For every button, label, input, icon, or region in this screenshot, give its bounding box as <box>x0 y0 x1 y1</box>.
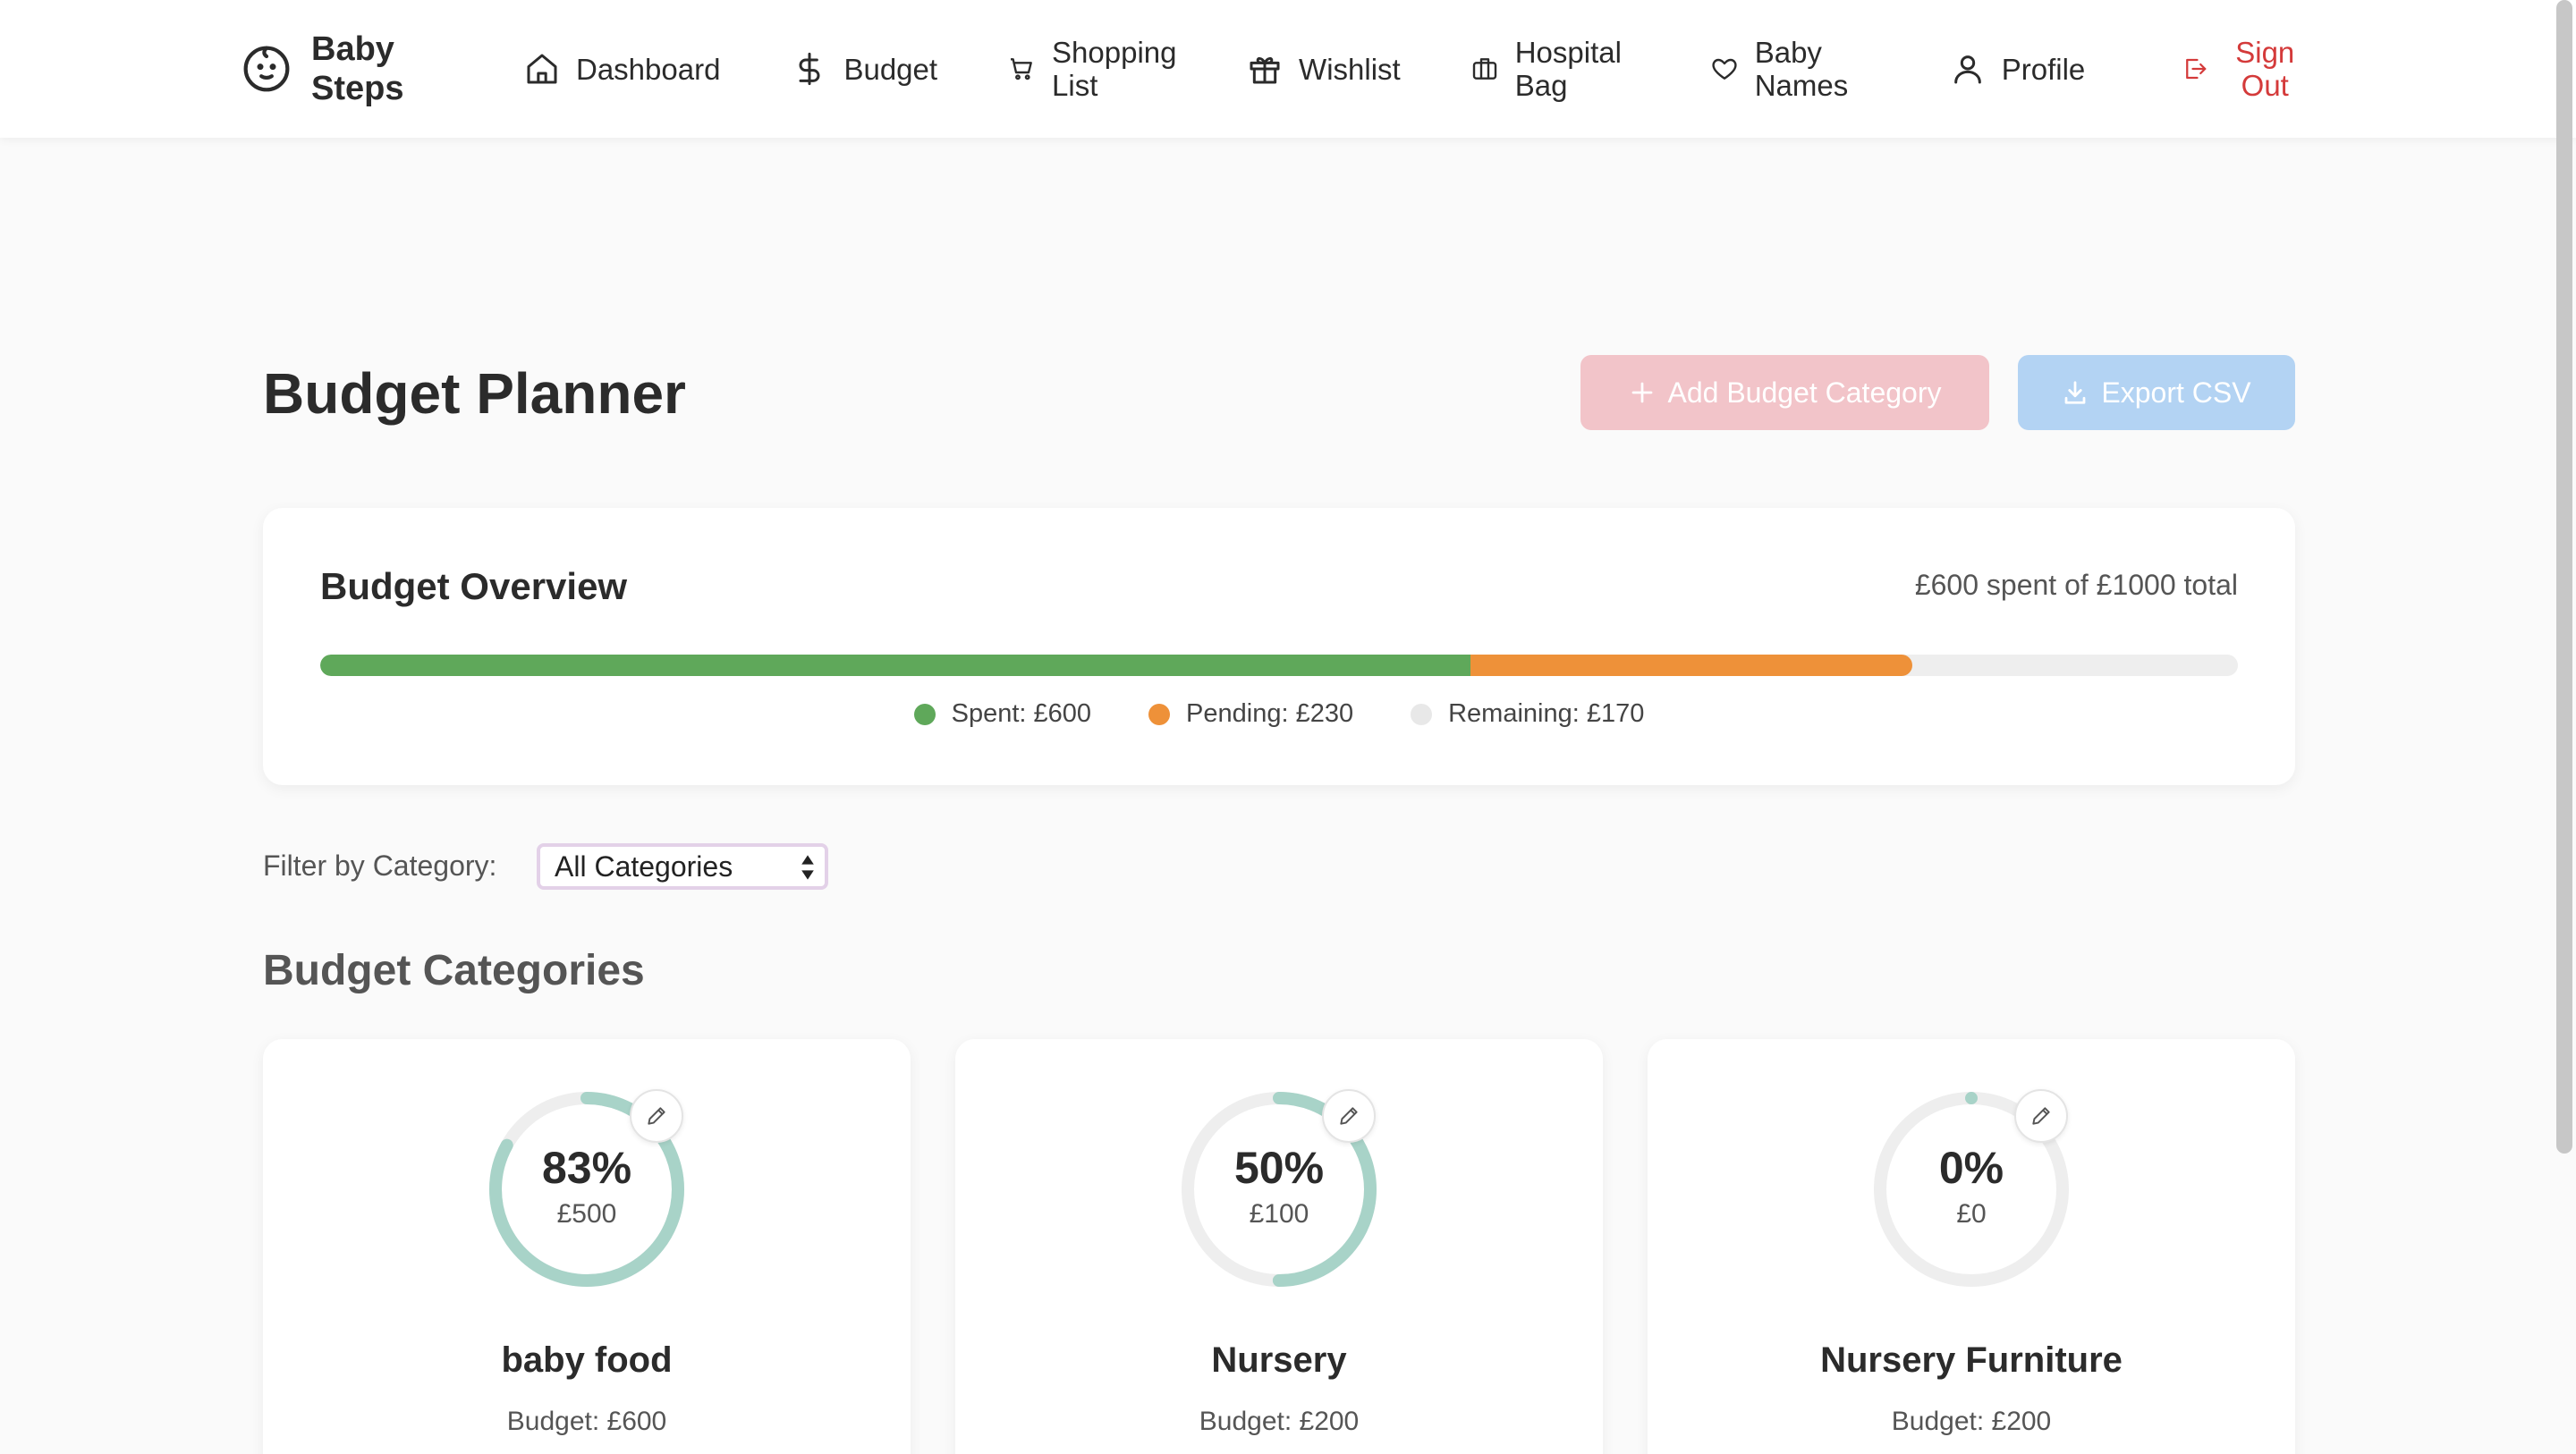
download-icon <box>2065 381 2086 404</box>
navbar-inner: Baby Steps Dashboard Budget Shopping Lis… <box>242 0 2299 138</box>
nav-dashboard[interactable]: Dashboard <box>524 51 720 87</box>
category-progress-ring: 83% £500 <box>487 1089 687 1289</box>
brand[interactable]: Baby Steps <box>242 30 428 108</box>
category-budget: Budget: £200 <box>1199 1407 1360 1436</box>
logout-icon <box>2186 58 2207 80</box>
pencil-icon <box>2032 1107 2050 1125</box>
budget-overview-title: Budget Overview <box>320 565 628 607</box>
progress-ring-svg <box>1182 1092 1377 1287</box>
category-spent-amount: £100 <box>1249 1199 1309 1229</box>
category-card: 83% £500 baby food Budget: £600 <box>263 1039 911 1454</box>
nav-baby-names-label: Baby Names <box>1754 36 1849 102</box>
category-name: Nursery <box>1211 1340 1347 1380</box>
legend-pending-label: Pending: £230 <box>1186 699 1354 728</box>
heart-icon <box>1712 58 1737 80</box>
category-spent-amount: £0 <box>1956 1199 1987 1229</box>
page-title: Budget Planner <box>263 361 686 426</box>
category-progress-ring: 0% £0 <box>1871 1089 2072 1289</box>
export-csv-button[interactable]: Export CSV <box>2018 355 2295 430</box>
budget-progress-bar <box>320 655 2238 676</box>
category-progress-ring: 50% £100 <box>1179 1089 1379 1289</box>
progress-ring-svg <box>1874 1092 2069 1287</box>
budget-categories-title: Budget Categories <box>263 947 645 994</box>
legend-remaining-dot <box>1411 703 1433 725</box>
budget-overview-summary: £600 spent of £1000 total <box>1914 569 2238 601</box>
category-card: 0% £0 Nursery Furniture Budget: £200 <box>1648 1039 2295 1454</box>
nav-budget-label: Budget <box>843 52 938 86</box>
nav-profile[interactable]: Profile <box>1950 51 2086 87</box>
category-filter-value: All Categories <box>555 850 733 883</box>
pencil-icon <box>648 1107 665 1125</box>
nav-shopping-list[interactable]: Shopping List <box>1007 36 1195 102</box>
page-scrollbar[interactable] <box>2556 0 2572 1154</box>
category-percent: 50% <box>1233 1143 1325 1193</box>
nav-budget[interactable]: Budget <box>792 51 937 87</box>
cart-icon <box>1011 58 1032 80</box>
edit-category-button[interactable] <box>2014 1089 2068 1143</box>
legend-pending-dot <box>1148 703 1171 725</box>
legend-spent-dot <box>913 703 936 725</box>
category-percent: 83% <box>541 1143 632 1193</box>
edit-category-button[interactable] <box>630 1089 683 1143</box>
nav-hospital-bag-label: Hospital Bag <box>1514 36 1622 102</box>
category-card: 50% £100 Nursery Budget: £200 <box>955 1039 1603 1454</box>
add-budget-category-label: Add Budget Category <box>1667 376 1942 409</box>
category-name: Nursery Furniture <box>1820 1340 2123 1380</box>
briefcase-icon <box>1472 58 1496 80</box>
nav-wishlist-label: Wishlist <box>1299 52 1401 86</box>
brand-name: Baby Steps <box>311 30 404 107</box>
plus-icon <box>1631 382 1652 403</box>
nav-profile-label: Profile <box>2001 52 2086 86</box>
category-spent-amount: £500 <box>556 1199 617 1229</box>
legend-remaining-label: Remaining: £170 <box>1448 699 1645 728</box>
home-icon <box>527 54 557 84</box>
progress-ring-svg <box>489 1092 684 1287</box>
user-icon <box>1953 55 1981 84</box>
dollar-icon <box>799 52 820 86</box>
ring-fill <box>1182 1092 1377 1287</box>
pencil-icon <box>1340 1107 1358 1125</box>
nav-hospital-bag[interactable]: Hospital Bag <box>1470 36 1658 102</box>
progress-pending-segment <box>1470 655 1912 676</box>
legend-spent-label: Spent: £600 <box>951 699 1092 728</box>
nav-dashboard-label: Dashboard <box>576 52 721 86</box>
progress-spent-segment <box>320 655 1471 676</box>
filter-label: Filter by Category: <box>263 850 497 882</box>
nav-baby-names[interactable]: Baby Names <box>1710 36 1898 102</box>
legend-remaining: Remaining: £170 <box>1411 699 1644 729</box>
category-percent: 0% <box>1938 1143 2004 1193</box>
category-budget: Budget: £200 <box>1891 1407 2052 1436</box>
edit-category-button[interactable] <box>1322 1089 1376 1143</box>
sign-out-label: Sign Out <box>2235 36 2295 102</box>
category-name: baby food <box>501 1340 673 1380</box>
budget-overview-card: Budget Overview £600 spent of £1000 tota… <box>263 508 2295 785</box>
add-budget-category-button[interactable]: Add Budget Category <box>1580 355 1989 430</box>
top-navbar: Baby Steps Dashboard Budget Shopping Lis… <box>0 0 2576 138</box>
nav-shopping-list-label: Shopping List <box>1052 36 1177 102</box>
select-arrows-icon <box>801 855 814 880</box>
nav-wishlist[interactable]: Wishlist <box>1247 51 1401 87</box>
gift-icon <box>1250 56 1280 84</box>
legend-pending: Pending: £230 <box>1148 699 1353 729</box>
export-csv-label: Export CSV <box>2101 376 2251 409</box>
category-budget: Budget: £600 <box>506 1407 667 1436</box>
sign-out-button[interactable]: Sign Out <box>2182 36 2305 102</box>
ring-fill <box>1874 1092 2069 1287</box>
budget-legend: Spent: £600 Pending: £230 Remaining: £17… <box>263 699 2295 729</box>
ring-fill <box>489 1092 684 1287</box>
baby-face-icon <box>243 46 290 92</box>
category-filter-select[interactable]: All Categories <box>537 843 828 890</box>
legend-spent: Spent: £600 <box>913 699 1092 729</box>
